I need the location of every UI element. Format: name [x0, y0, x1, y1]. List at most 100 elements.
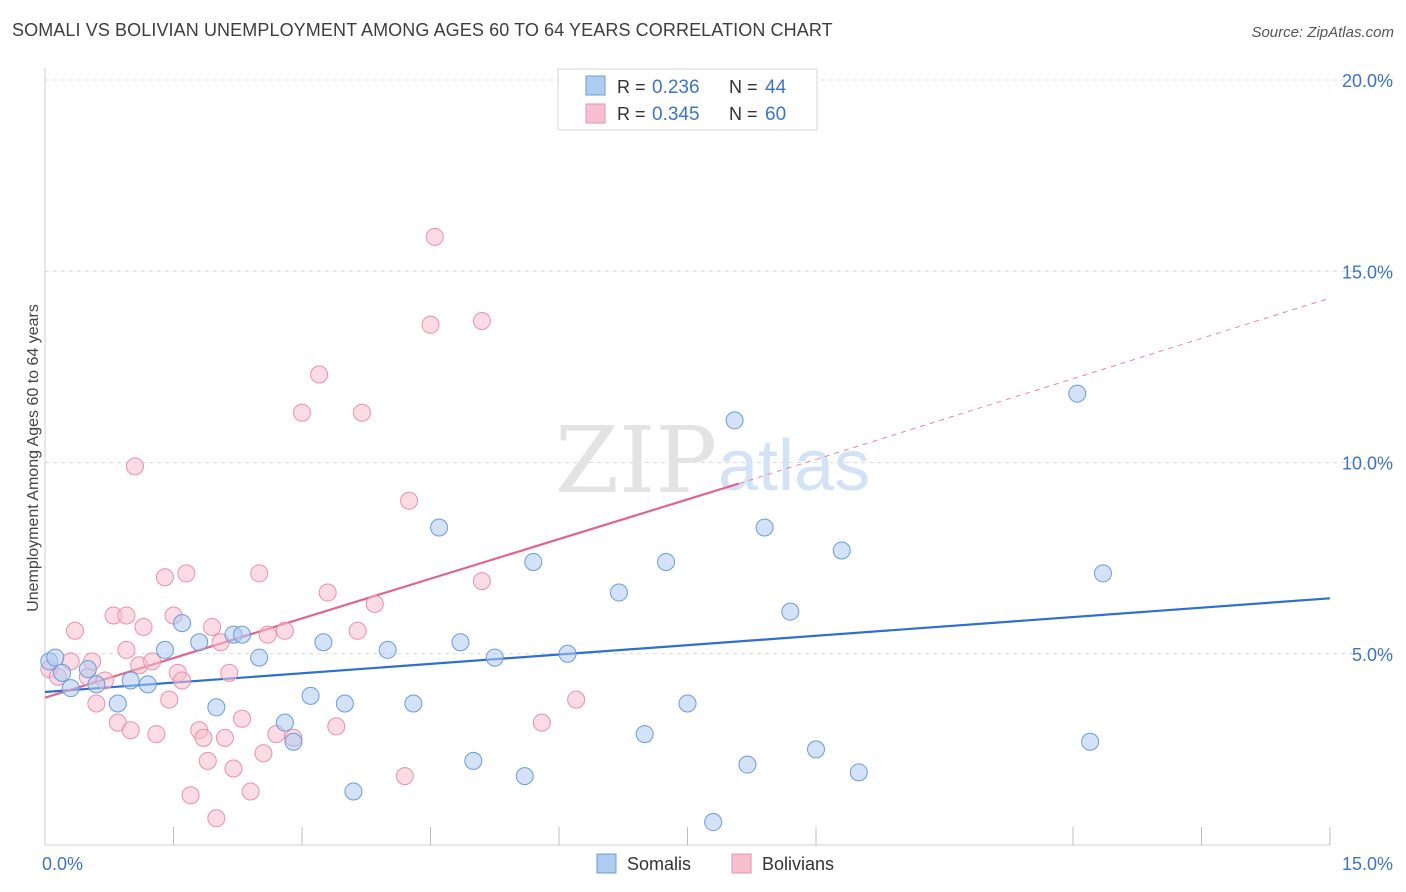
bolivian-point	[125, 457, 144, 476]
somali-point	[173, 614, 192, 633]
somali-point	[1081, 732, 1100, 751]
bolivian-point	[160, 690, 179, 709]
series-legend: Somalis Bolivians	[596, 853, 834, 874]
somali-point	[190, 633, 209, 652]
somali-point	[61, 679, 80, 698]
y-tick-label: 10.0%	[1342, 454, 1393, 474]
bolivian-point	[327, 717, 346, 736]
bolivian-point	[318, 583, 337, 602]
bolivian-point	[425, 227, 444, 246]
bolivian-point	[87, 694, 106, 713]
watermark-atlas: atlas	[718, 426, 870, 506]
y-tick-label: 15.0%	[1342, 262, 1393, 282]
tick-labels: 5.0% 10.0% 15.0% 20.0% 0.0% 15.0%	[42, 71, 1393, 874]
y-tick-label: 5.0%	[1352, 645, 1393, 665]
bolivian-point	[293, 403, 311, 422]
bolivian-point	[421, 315, 440, 334]
bolivian-point	[155, 568, 174, 587]
bolivian-point	[365, 595, 384, 614]
somali-point	[464, 751, 483, 770]
somali-point	[725, 411, 744, 430]
bolivian-point	[567, 690, 586, 709]
legend-somalis-label: Somalis	[627, 854, 691, 874]
bolivian-point	[194, 728, 213, 747]
bolivian-point	[532, 713, 551, 732]
somali-point	[849, 763, 868, 782]
x-tick-label: 0.0%	[42, 854, 83, 874]
somali-point	[207, 698, 226, 717]
chart-title: SOMALI VS BOLIVIAN UNEMPLOYMENT AMONG AG…	[12, 20, 833, 40]
bolivian-point	[258, 625, 277, 644]
somali-point	[378, 640, 397, 659]
somali-r-value: 0.236	[652, 77, 700, 98]
somali-point	[108, 694, 127, 713]
bolivian-point	[310, 365, 329, 384]
bolivian-n-value: 60	[765, 104, 786, 125]
bolivian-point	[275, 621, 294, 640]
somali-point	[635, 725, 654, 744]
bolivian-point	[241, 782, 260, 801]
somali-point	[657, 552, 676, 571]
legend-bolivians-swatch	[731, 853, 752, 874]
somali-point	[451, 633, 470, 652]
somali-point	[781, 602, 800, 621]
bolivian-point	[117, 606, 136, 625]
somali-point	[807, 740, 825, 759]
somali-point	[78, 660, 97, 679]
somali-point	[755, 518, 774, 537]
somali-point	[155, 640, 174, 659]
somali-point	[678, 694, 697, 713]
somali-point	[738, 755, 757, 774]
somali-point	[515, 767, 534, 786]
bolivian-point	[348, 621, 367, 640]
somali-point	[704, 813, 723, 832]
somali-point	[430, 518, 449, 537]
bolivian-n-label: N =	[729, 104, 758, 124]
bolivian-point	[207, 809, 226, 828]
bolivian-point	[134, 617, 153, 636]
somali-point	[314, 633, 333, 652]
somali-point	[275, 713, 294, 732]
bolivian-point	[254, 744, 273, 763]
somali-n-label: N =	[729, 77, 758, 97]
bolivian-point	[352, 403, 371, 422]
somali-point	[121, 671, 140, 690]
somali-point	[87, 675, 106, 694]
bolivian-point	[215, 728, 234, 747]
bolivian-point	[395, 767, 414, 786]
bolivian-points	[40, 227, 586, 828]
bolivian-trend-extension	[738, 297, 1331, 485]
bolivian-point	[177, 564, 196, 583]
bolivian-point	[198, 751, 217, 770]
somali-point	[832, 541, 851, 560]
bolivian-r-value: 0.345	[652, 104, 700, 125]
somali-point	[558, 644, 577, 663]
somali-point	[284, 732, 303, 751]
bolivian-point	[143, 652, 162, 671]
y-tick-label: 20.0%	[1342, 71, 1393, 91]
bolivian-point	[181, 786, 200, 805]
bolivian-point	[147, 725, 166, 744]
somali-n-value: 44	[765, 77, 787, 98]
somali-point	[609, 583, 628, 602]
somali-point	[1093, 564, 1112, 583]
stats-legend-bolivian-swatch	[585, 103, 606, 124]
bolivian-point	[233, 709, 252, 728]
somali-point	[524, 552, 543, 571]
somali-r-label: R =	[617, 77, 646, 97]
bolivian-point	[250, 564, 269, 583]
bolivian-point	[203, 617, 222, 636]
somali-point	[301, 686, 320, 705]
bolivian-point	[472, 572, 491, 591]
somali-point	[138, 675, 157, 694]
axes	[44, 68, 1331, 846]
somali-point	[250, 648, 269, 667]
x-tick-label: 15.0%	[1342, 854, 1393, 874]
legend-bolivians-label: Bolivians	[762, 854, 834, 874]
somali-point	[485, 648, 504, 667]
bolivian-point	[224, 759, 243, 778]
y-axis-label: Unemployment Among Ages 60 to 64 years	[25, 304, 42, 612]
source-attribution: Source: ZipAtlas.com	[1251, 24, 1394, 41]
somali-point	[1068, 384, 1087, 403]
